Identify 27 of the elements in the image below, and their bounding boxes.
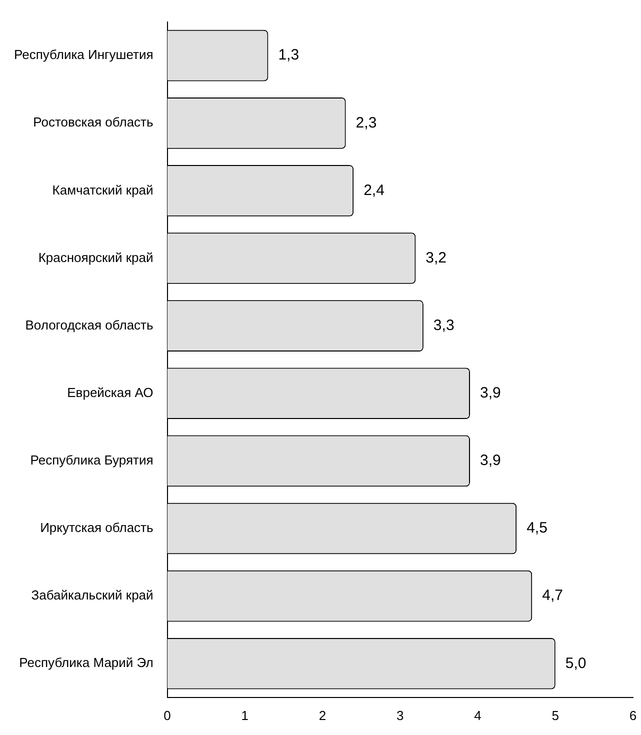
y-tick-label: Забайкальский край	[31, 588, 154, 603]
data-label: 4,5	[526, 520, 548, 537]
data-label: 3,3	[433, 316, 454, 334]
x-tick-label: 4	[474, 708, 482, 723]
data-label: 3,9	[480, 384, 501, 402]
data-label: 3,2	[426, 249, 447, 266]
y-tick-label: Республика Ингушетия	[14, 47, 154, 62]
data-label: 4,7	[542, 587, 563, 604]
y-tick-label: Республика Марий Эл	[19, 655, 154, 670]
data-label: 5,0	[565, 654, 586, 672]
y-tick-label: Еврейская АО	[67, 384, 154, 400]
y-tick-label: Иркутская область	[40, 520, 154, 536]
data-label: 2,4	[364, 182, 384, 199]
x-tick-label: 2	[318, 708, 326, 723]
x-tick-label: 1	[241, 708, 249, 723]
x-tick-label: 0	[164, 708, 171, 723]
y-tick-label: Ростовская область	[33, 114, 154, 130]
x-tick-label: 3	[396, 708, 404, 723]
y-tick-label: Республика Бурятия	[30, 452, 154, 468]
data-label: 2,3	[356, 114, 377, 132]
data-label: 1,3	[278, 46, 300, 64]
x-tick-label: 6	[629, 708, 637, 723]
data-label: 3,9	[480, 452, 501, 470]
x-tick-label: 5	[552, 708, 559, 723]
y-tick-label: Красноярский край	[38, 250, 154, 265]
y-tick-label: Вологодская область	[25, 317, 154, 332]
y-tick-label: Камчатский край	[52, 182, 154, 198]
